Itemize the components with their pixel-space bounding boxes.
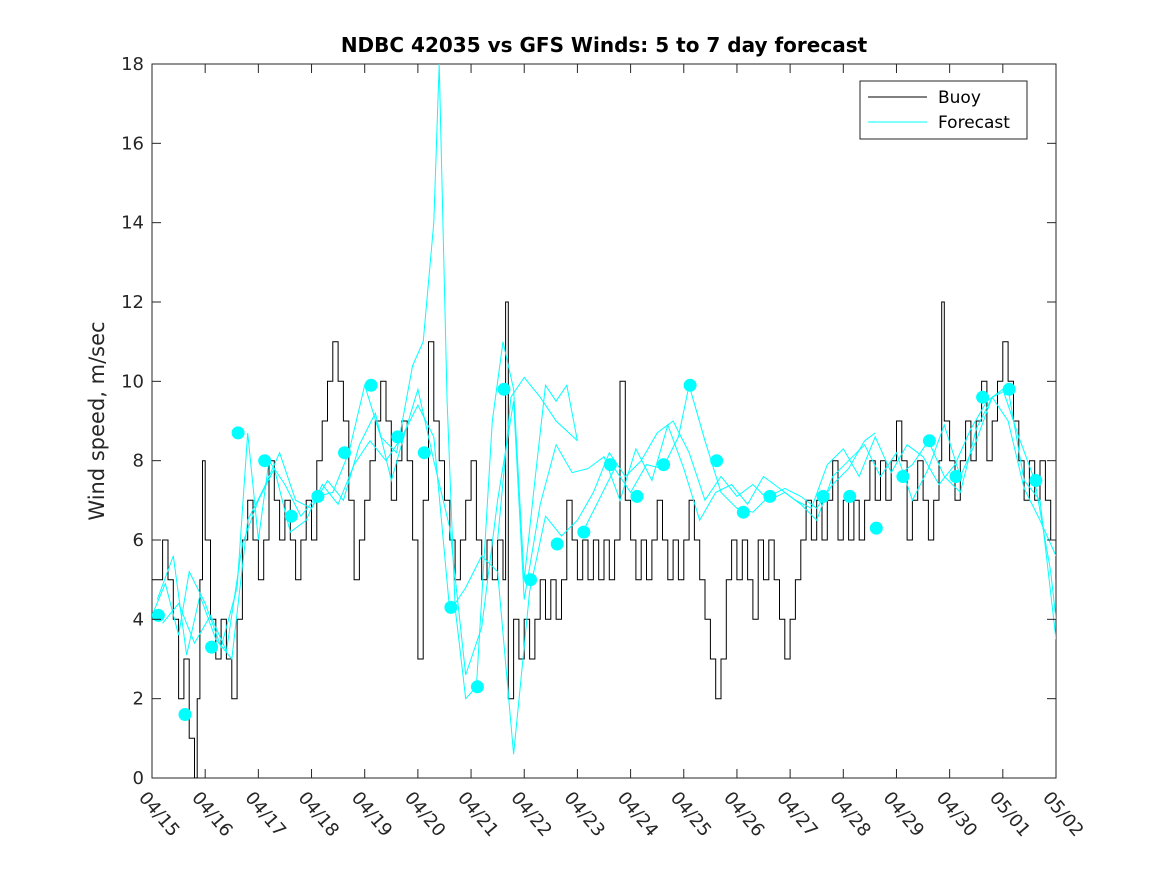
series-line-forecast-4	[497, 376, 578, 541]
y-tick-label: 6	[133, 530, 144, 551]
forecast-marker	[178, 708, 192, 721]
y-tick-label: 8	[133, 451, 144, 472]
series-line-buoy	[152, 301, 1056, 778]
forecast-marker	[949, 470, 963, 483]
forecast-marker	[577, 525, 591, 539]
forecast-marker	[763, 489, 777, 503]
series-line-forecast-6	[896, 388, 1056, 640]
forecast-marker	[843, 489, 857, 503]
forecast-marker	[231, 426, 245, 440]
forecast-marker	[550, 537, 564, 551]
y-tick-label: 18	[121, 54, 144, 75]
forecast-marker	[869, 521, 883, 535]
legend: Buoy Forecast	[859, 80, 1028, 140]
y-tick-label: 2	[133, 689, 144, 710]
forecast-marker	[736, 505, 750, 519]
forecast-marker	[258, 454, 272, 468]
forecast-marker	[816, 489, 830, 503]
forecast-marker	[1029, 474, 1043, 487]
forecast-marker	[311, 489, 325, 503]
y-axis: 0 2 4 6 8 10 12 14 16 18	[121, 54, 1056, 789]
forecast-marker	[710, 454, 724, 468]
forecast-marker	[470, 680, 484, 694]
y-tick-label: 4	[133, 609, 144, 630]
legend-box	[859, 80, 1028, 140]
y-tick-label: 16	[121, 133, 144, 154]
forecast-marker	[364, 378, 378, 392]
legend-label-forecast: Forecast	[938, 113, 1010, 133]
legend-label-buoy: Buoy	[938, 88, 981, 108]
series-line-forecast-3	[162, 396, 1056, 755]
series-line-forecast-5	[582, 385, 876, 533]
forecast-marker	[444, 600, 458, 614]
forecast-marker	[151, 608, 165, 622]
marker-layer	[151, 378, 1043, 721]
forecast-marker	[284, 509, 298, 523]
series-line-forecast-2	[156, 387, 1056, 676]
plot-area	[151, 63, 1057, 779]
chart-title: NDBC 42035 vs GFS Winds: 5 to 7 day fore…	[341, 33, 868, 57]
forecast-marker	[1002, 382, 1016, 396]
series-line-forecast-1	[152, 64, 578, 700]
forecast-marker	[391, 430, 405, 444]
forecast-marker	[630, 489, 644, 503]
y-tick-label: 12	[121, 292, 144, 313]
forecast-marker	[896, 470, 910, 483]
forecast-marker	[497, 382, 511, 396]
y-tick-label: 10	[121, 371, 144, 392]
y-axis-label: Wind speed, m/sec	[85, 321, 109, 520]
forecast-marker	[922, 434, 936, 448]
forecast-marker	[683, 378, 697, 392]
forecast-marker	[417, 446, 431, 460]
series-layer	[152, 64, 1056, 778]
forecast-marker	[338, 446, 351, 460]
forecast-marker	[976, 390, 990, 404]
y-tick-label: 0	[133, 768, 144, 789]
y-tick-label: 14	[121, 213, 144, 234]
forecast-marker	[524, 573, 538, 587]
forecast-marker	[657, 458, 671, 472]
axes-box	[151, 63, 1057, 779]
forecast-marker	[205, 640, 219, 654]
forecast-marker	[603, 458, 617, 472]
